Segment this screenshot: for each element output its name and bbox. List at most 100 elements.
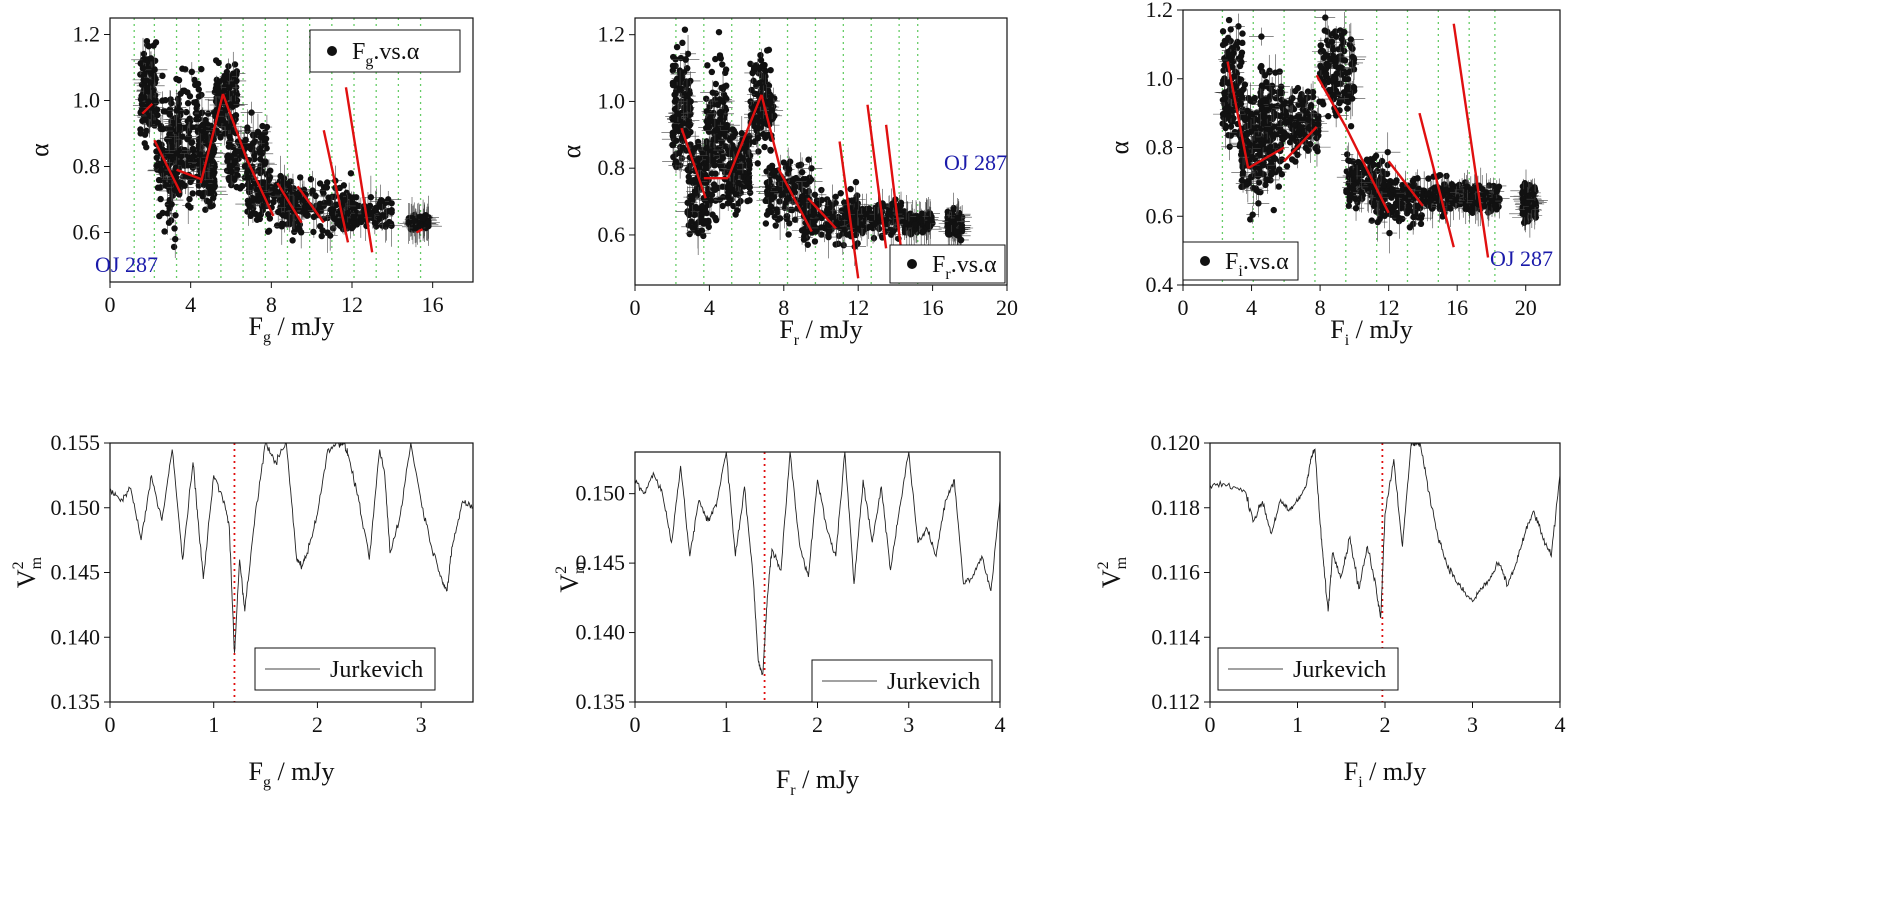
data-point	[139, 65, 147, 72]
data-point	[1330, 76, 1337, 83]
data-point	[198, 91, 205, 99]
data-point	[671, 98, 679, 105]
data-point	[166, 131, 173, 138]
x-tick-label: 3	[1467, 712, 1478, 737]
data-point	[355, 202, 363, 210]
data-point	[872, 204, 879, 212]
data-point	[678, 75, 685, 82]
x-tick-label: 0	[630, 712, 641, 737]
data-point	[1448, 186, 1456, 193]
data-point	[179, 65, 186, 72]
fit-line	[1283, 126, 1318, 163]
data-point	[717, 108, 724, 116]
data-point	[247, 212, 254, 220]
data-point	[1371, 154, 1378, 162]
data-point	[143, 84, 151, 92]
data-point	[1343, 85, 1351, 93]
data-point	[1417, 220, 1425, 228]
data-point	[810, 211, 817, 219]
data-point	[810, 206, 817, 214]
data-point	[159, 72, 166, 80]
x-axis-label: Fi / mJy	[1344, 757, 1427, 791]
fit-line	[726, 94, 763, 179]
data-point	[1370, 200, 1377, 207]
fit-line	[221, 93, 249, 161]
data-point	[1282, 118, 1289, 125]
data-point	[803, 229, 810, 236]
data-point	[1432, 193, 1439, 201]
data-point	[704, 62, 711, 69]
data-point	[694, 138, 702, 146]
data-point	[214, 98, 221, 105]
y-tick-label: 0.135	[576, 689, 626, 714]
data-point	[951, 221, 959, 228]
data-point	[1452, 196, 1459, 204]
data-point	[743, 138, 750, 145]
data-point	[1442, 186, 1450, 193]
data-point	[225, 74, 232, 81]
data-point	[761, 143, 768, 151]
data-point	[1354, 169, 1361, 177]
data-point	[1221, 89, 1228, 97]
data-point	[708, 68, 716, 76]
data-point	[340, 182, 348, 189]
data-point	[1350, 181, 1358, 188]
data-point	[765, 184, 772, 191]
data-point	[1325, 62, 1332, 70]
data-point	[1469, 209, 1476, 216]
data-point	[329, 206, 337, 213]
data-point	[1225, 113, 1232, 120]
data-point	[757, 57, 765, 64]
data-point	[1246, 141, 1253, 148]
x-tick-label: 3	[416, 712, 427, 737]
data-point	[216, 88, 223, 95]
data-point	[262, 140, 269, 148]
data-point	[212, 57, 220, 64]
fit-line	[296, 185, 325, 224]
data-point	[259, 122, 266, 130]
data-point	[811, 238, 819, 245]
data-point	[1294, 84, 1302, 92]
y-tick-label: 0.135	[51, 689, 101, 714]
data-point	[746, 161, 754, 168]
data-point	[772, 222, 779, 229]
data-point	[1255, 179, 1263, 186]
data-point	[841, 199, 848, 206]
data-point	[1479, 186, 1486, 193]
data-point	[716, 196, 723, 203]
data-point	[1287, 99, 1294, 106]
data-cluster	[1249, 27, 1290, 214]
data-point	[871, 220, 878, 228]
data-point	[950, 206, 957, 214]
data-point	[257, 195, 265, 203]
data-point	[244, 124, 251, 131]
data-point	[1305, 124, 1312, 132]
data-point	[760, 130, 767, 138]
y-tick-label: 0.4	[1146, 272, 1174, 297]
data-point	[709, 211, 716, 218]
data-point	[152, 39, 160, 46]
data-point	[719, 202, 726, 210]
data-point	[806, 178, 813, 185]
data-point	[193, 116, 200, 123]
data-point	[218, 111, 226, 119]
data-point	[755, 118, 763, 125]
data-point	[808, 165, 815, 172]
data-point	[160, 108, 168, 115]
data-point	[1291, 121, 1299, 128]
data-point	[1428, 205, 1436, 212]
x-axis-label: Fg / mJy	[248, 312, 334, 346]
data-point	[837, 190, 844, 197]
legend-label: Jurkevich	[1293, 657, 1386, 683]
data-point	[347, 170, 355, 177]
data-point	[244, 174, 252, 181]
data-point	[1237, 100, 1245, 108]
data-point	[157, 195, 164, 203]
data-point	[703, 164, 711, 172]
y-tick-label: 1.0	[73, 88, 101, 113]
legend: Jurkevich	[811, 659, 993, 703]
y-tick-label: 0.140	[51, 624, 101, 649]
data-point	[1297, 123, 1304, 131]
data-point	[718, 97, 725, 105]
data-cluster	[661, 26, 704, 179]
